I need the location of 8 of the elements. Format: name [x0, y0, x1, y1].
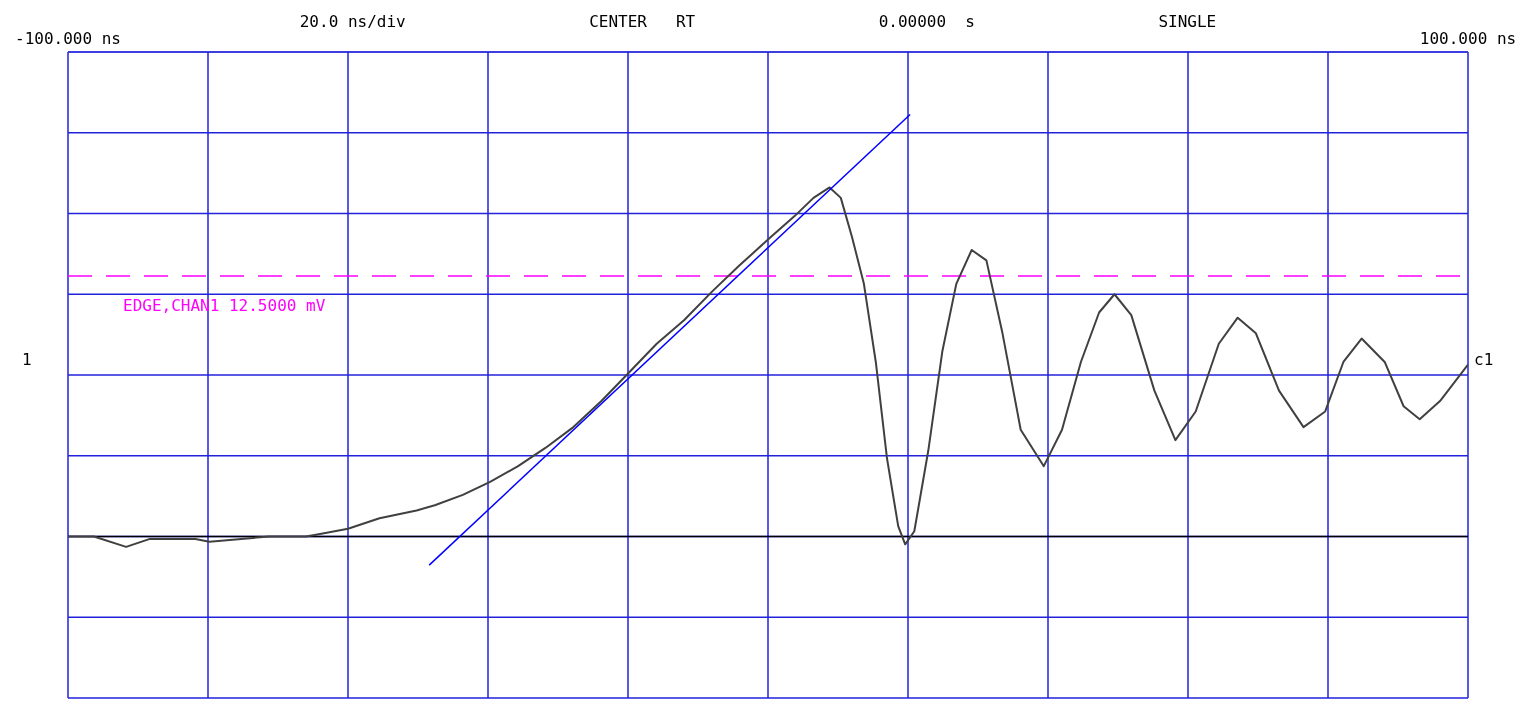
- text: 0.00000 s: [878, 12, 975, 31]
- x-tick-label: 100.000 ns: [1419, 29, 1517, 48]
- text: 20.0 ns/div: [299, 12, 406, 31]
- text: c1: [1474, 350, 1494, 369]
- text: SINGLE: [1158, 12, 1217, 31]
- text: CENTER RT: [589, 12, 696, 31]
- x-tick-label: -100.000 ns: [15, 29, 121, 48]
- text: 1: [22, 350, 32, 369]
